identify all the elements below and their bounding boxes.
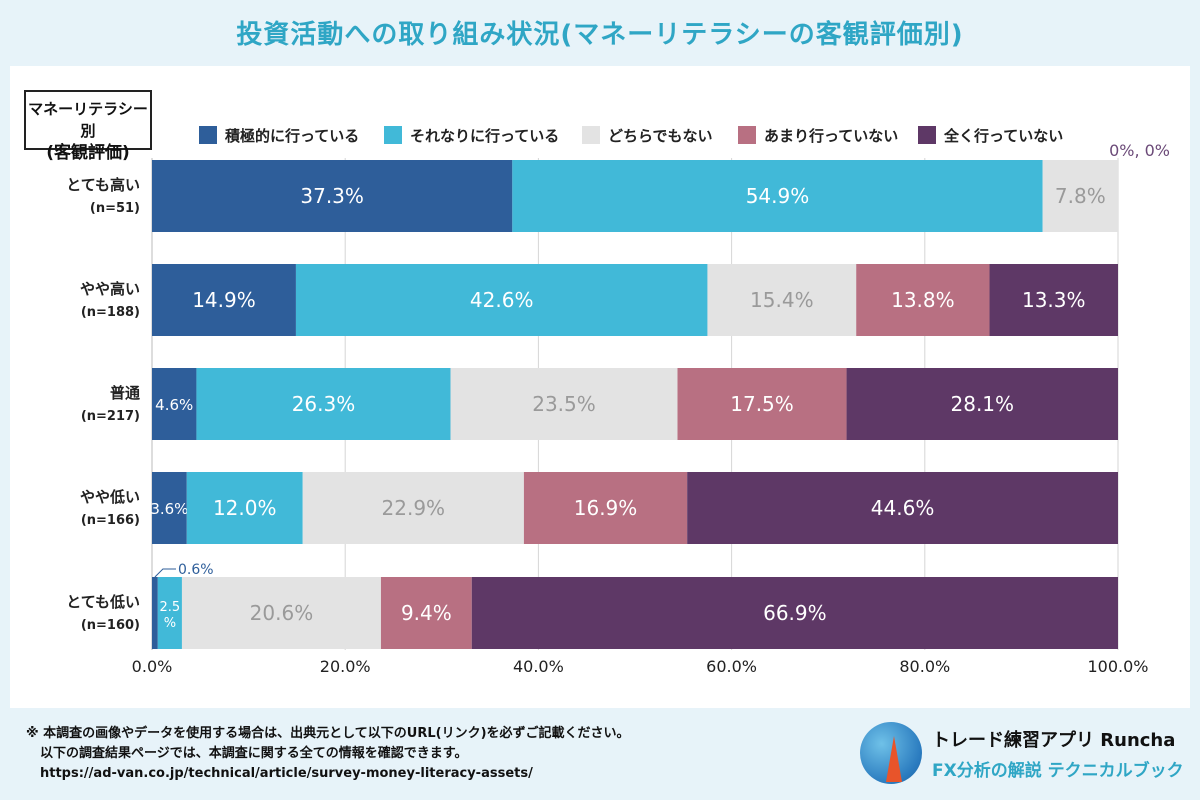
bar-segment [450, 368, 678, 440]
category-label: やや低い [80, 488, 140, 506]
legend-swatch [582, 126, 600, 144]
x-tick-label: 20.0% [320, 657, 371, 676]
x-tick-label: 80.0% [899, 657, 950, 676]
bar-segment [380, 577, 472, 649]
segment-label-box: マネーリテラシー別 (客観評価) [24, 90, 152, 163]
legend-label: 積極的に行っている [224, 127, 359, 145]
bar-segment [152, 264, 296, 336]
data-label: 3.6% [150, 500, 188, 518]
data-label: 23.5% [532, 392, 596, 416]
category-label: やや高い [80, 280, 140, 298]
x-tick-label: 40.0% [513, 657, 564, 676]
bar-segment [687, 472, 1118, 544]
data-label: 42.6% [470, 288, 534, 312]
category-n-label: (n=166) [81, 513, 140, 528]
data-label: 28.1% [951, 392, 1015, 416]
bar-segment [1042, 160, 1118, 232]
bar-segment [196, 368, 451, 440]
legend-label: それなりに行っている [410, 127, 559, 145]
legend-label: どちらでもない [608, 127, 713, 145]
x-tick-label: 100.0% [1087, 657, 1148, 676]
bar-segment [677, 368, 847, 440]
bar-segment [157, 577, 182, 649]
footer-note-2: 以下の調査結果ページでは、本調査に関する全ての情報を確認できます。 [40, 746, 468, 761]
data-label: 12.0% [213, 496, 277, 520]
data-label: 4.6% [155, 396, 193, 414]
runcha-logo-icon [860, 722, 922, 784]
x-tick-label: 0.0% [132, 657, 173, 676]
legend-label: あまり行っていない [764, 127, 898, 145]
data-label: 66.9% [763, 601, 827, 625]
legend-swatch [738, 126, 756, 144]
brand-block: トレード練習アプリ Runcha FX分析の解説 テクニカルブック [860, 718, 1190, 790]
data-label: 9.4% [401, 601, 452, 625]
data-label: 2.5 [160, 600, 181, 615]
category-label: とても低い [66, 593, 140, 611]
bar-segment [846, 368, 1118, 440]
chart-title: 投資活動への取り組み状況(マネーリテラシーの客観評価別) [236, 20, 964, 50]
brand-name: トレード練習アプリ Runcha [932, 730, 1176, 751]
legend-swatch [384, 126, 402, 144]
bar-segment [523, 472, 688, 544]
data-label: 13.3% [1022, 288, 1086, 312]
brand-subtitle: FX分析の解説 テクニカルブック [932, 761, 1184, 781]
footer-note-1: ※ 本調査の画像やデータを使用する場合は、出典元として以下のURL(リンク)を必… [26, 726, 630, 741]
segment-label-line2: (客観評価) [46, 143, 130, 163]
segment-label-line1: マネーリテラシー別 [28, 100, 148, 140]
zero-values-note: 0%, 0% [1109, 141, 1170, 160]
bar-segment [152, 368, 197, 440]
bar-segment [302, 472, 524, 544]
category-n-label: (n=188) [81, 305, 140, 320]
category-n-label: (n=217) [81, 409, 140, 424]
data-label-unit: % [164, 616, 176, 631]
data-label: 22.9% [382, 496, 446, 520]
data-label: 7.8% [1055, 184, 1106, 208]
category-label: 普通 [110, 384, 140, 402]
bar-segment [512, 160, 1043, 232]
bar-segment [181, 577, 381, 649]
bar-segment [152, 160, 513, 232]
bar-segment [186, 472, 303, 544]
bar-segment [152, 577, 158, 649]
legend-swatch [918, 126, 936, 144]
data-label: 16.9% [574, 496, 638, 520]
footer-notes: ※ 本調査の画像やデータを使用する場合は、出典元として以下のURL(リンク)を必… [26, 724, 630, 784]
bar-segment [152, 472, 187, 544]
data-label: 20.6% [250, 601, 314, 625]
data-label: 44.6% [871, 496, 935, 520]
data-label: 14.9% [192, 288, 256, 312]
data-label-leader [154, 568, 176, 578]
data-label: 54.9% [746, 184, 810, 208]
legend-swatch [199, 126, 217, 144]
data-label: 13.8% [891, 288, 955, 312]
category-n-label: (n=160) [81, 618, 140, 633]
data-label: 15.4% [750, 288, 814, 312]
bar-segment [471, 577, 1119, 649]
data-label: 26.3% [292, 392, 356, 416]
footer-url[interactable]: https://ad-van.co.jp/technical/article/s… [40, 766, 533, 781]
bar-segment [295, 264, 708, 336]
bar-segment [856, 264, 990, 336]
bar-segment [989, 264, 1118, 336]
data-label: 37.3% [300, 184, 364, 208]
data-label: 0.6% [178, 562, 214, 578]
category-n-label: (n=51) [90, 201, 140, 216]
x-tick-label: 60.0% [706, 657, 757, 676]
legend-label: 全く行っていない [943, 127, 1063, 145]
data-label: 17.5% [730, 392, 794, 416]
category-label: とても高い [66, 176, 140, 194]
bar-segment [707, 264, 857, 336]
